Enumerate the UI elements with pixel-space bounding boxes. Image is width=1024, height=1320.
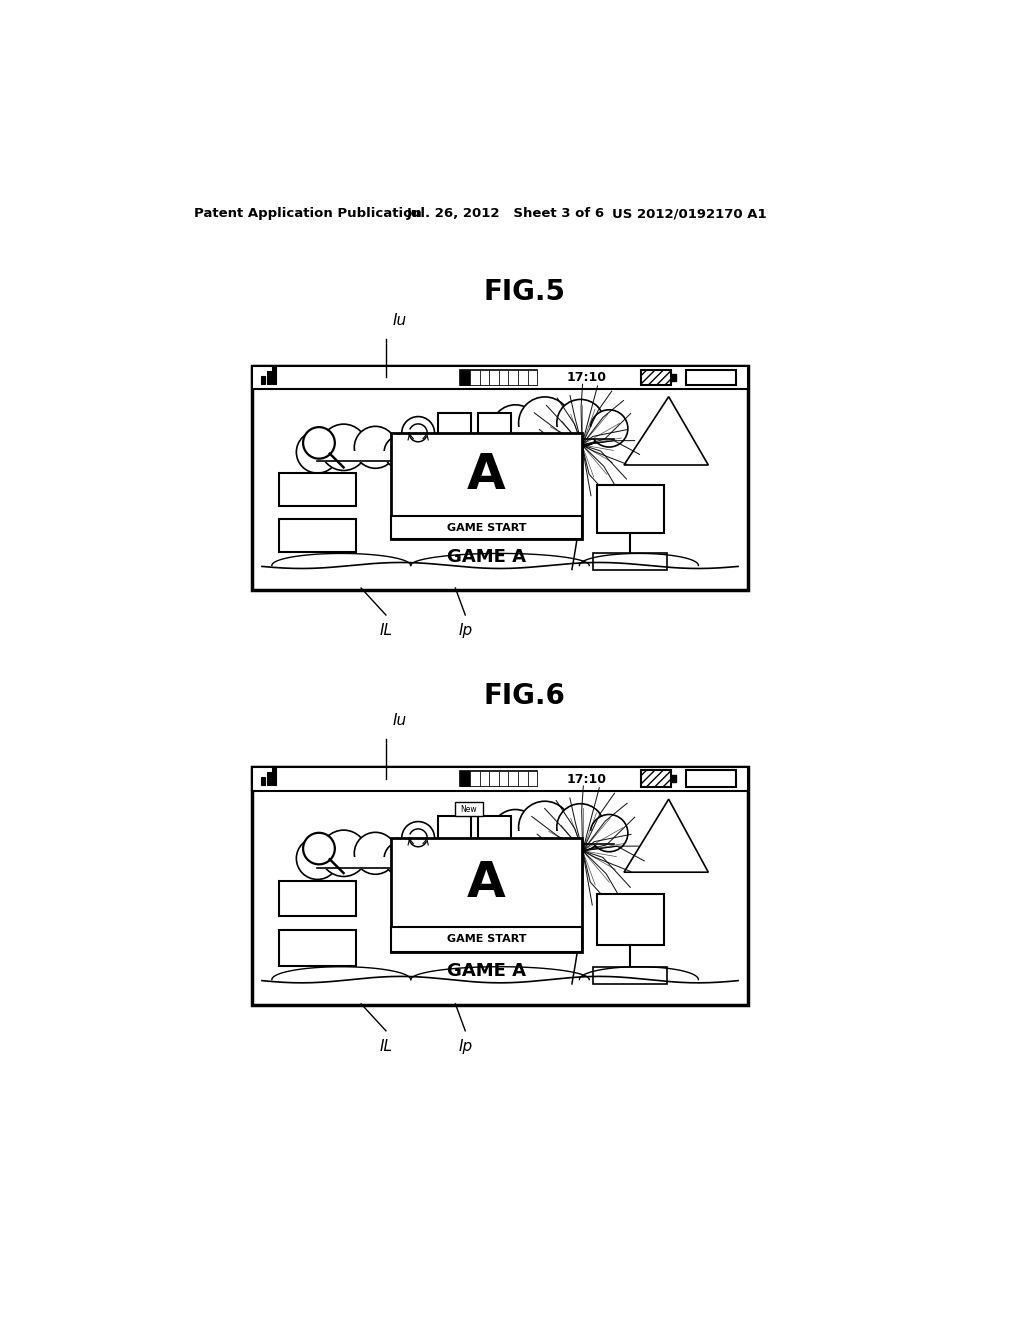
Bar	[272, 766, 276, 785]
Bar	[593, 966, 667, 983]
Bar	[597, 894, 664, 945]
Bar	[252, 767, 748, 1006]
Bar	[391, 838, 582, 952]
Text: FIG.6: FIG.6	[484, 682, 565, 710]
Text: US 2012/0192170 A1: US 2012/0192170 A1	[612, 207, 767, 220]
Bar	[593, 553, 667, 569]
Bar	[261, 376, 265, 384]
Circle shape	[354, 426, 396, 469]
Circle shape	[518, 397, 571, 449]
Text: Jul. 26, 2012   Sheet 3 of 6: Jul. 26, 2012 Sheet 3 of 6	[407, 207, 605, 220]
Circle shape	[354, 833, 396, 874]
Circle shape	[401, 821, 434, 854]
Bar	[438, 816, 471, 853]
Bar	[461, 371, 470, 384]
Text: GAME A: GAME A	[446, 962, 526, 979]
Circle shape	[492, 405, 539, 451]
Text: A: A	[467, 451, 506, 499]
Bar	[671, 775, 677, 783]
Bar	[470, 371, 479, 384]
Circle shape	[303, 833, 335, 865]
Bar	[671, 374, 677, 381]
Bar	[266, 371, 270, 384]
Circle shape	[384, 842, 418, 875]
Bar	[461, 771, 538, 787]
Text: A: A	[467, 859, 506, 907]
Bar	[252, 367, 748, 388]
Bar	[477, 816, 511, 853]
Circle shape	[321, 424, 367, 470]
Text: 17:10: 17:10	[567, 371, 607, 384]
Text: 17:10: 17:10	[567, 772, 607, 785]
Bar	[499, 371, 508, 384]
Bar	[391, 927, 582, 952]
Text: Ip: Ip	[458, 1039, 472, 1053]
Text: Patent Application Publication: Patent Application Publication	[194, 207, 422, 220]
Bar	[280, 931, 356, 966]
Bar	[641, 771, 671, 787]
Bar	[252, 767, 748, 791]
Circle shape	[591, 814, 628, 851]
Bar	[489, 371, 499, 384]
Bar	[515, 832, 613, 845]
Bar	[317, 857, 404, 869]
Text: Ip: Ip	[458, 623, 472, 638]
Bar	[438, 413, 471, 449]
Text: Iu: Iu	[392, 713, 407, 729]
Bar	[252, 367, 748, 590]
Bar	[515, 426, 613, 440]
Text: FIG.5: FIG.5	[483, 277, 566, 306]
Bar	[686, 771, 735, 787]
Polygon shape	[624, 799, 709, 873]
Circle shape	[321, 830, 367, 876]
Bar	[280, 519, 356, 553]
Text: New: New	[461, 805, 477, 814]
Bar	[597, 484, 664, 533]
Bar	[272, 366, 276, 384]
Bar	[477, 413, 511, 449]
Bar	[280, 880, 356, 916]
Bar	[266, 772, 270, 785]
Bar	[518, 771, 527, 787]
Text: GAME START: GAME START	[446, 523, 526, 533]
Bar	[280, 473, 356, 506]
Bar	[527, 371, 538, 384]
Bar	[508, 371, 518, 384]
Bar	[518, 371, 527, 384]
Circle shape	[492, 809, 539, 857]
Circle shape	[591, 409, 628, 447]
Bar	[317, 450, 404, 462]
Circle shape	[557, 804, 604, 851]
Circle shape	[303, 428, 335, 458]
Bar	[391, 516, 582, 540]
Bar	[391, 433, 582, 540]
Circle shape	[384, 436, 418, 469]
Text: IL: IL	[380, 623, 392, 638]
Circle shape	[296, 837, 339, 879]
Bar	[489, 771, 499, 787]
Bar	[479, 771, 489, 787]
Bar	[641, 370, 671, 385]
Bar	[686, 370, 735, 385]
Text: Iu: Iu	[392, 313, 407, 327]
Bar	[508, 771, 518, 787]
Polygon shape	[624, 397, 709, 465]
Bar	[470, 771, 479, 787]
Bar	[461, 771, 470, 787]
Bar	[499, 771, 508, 787]
Text: GAME A: GAME A	[446, 548, 526, 566]
Circle shape	[557, 400, 604, 446]
Bar	[479, 371, 489, 384]
Text: GAME START: GAME START	[446, 935, 526, 944]
Bar	[527, 771, 538, 787]
Circle shape	[518, 801, 571, 854]
Bar	[261, 777, 265, 785]
Circle shape	[296, 432, 339, 473]
Bar	[455, 803, 483, 816]
Text: IL: IL	[380, 1039, 392, 1053]
Circle shape	[401, 417, 434, 449]
Bar	[461, 371, 538, 384]
